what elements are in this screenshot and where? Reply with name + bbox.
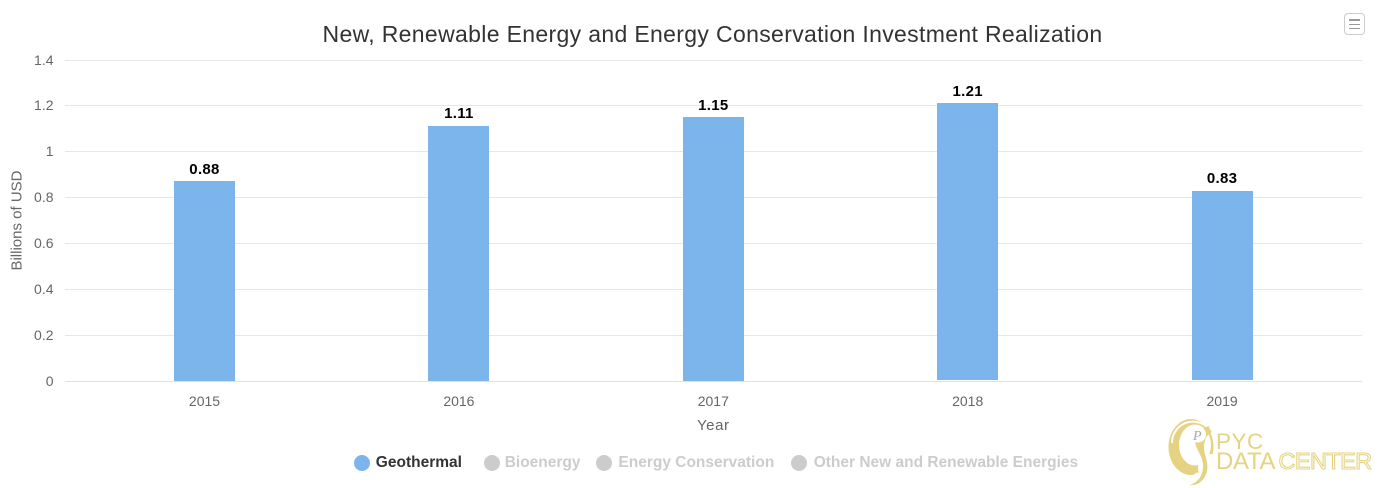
svg-text:PYC: PYC bbox=[1216, 429, 1264, 454]
svg-text:P: P bbox=[1192, 429, 1202, 444]
svg-text:DATA: DATA bbox=[1216, 448, 1276, 475]
svg-text:CENTER: CENTER bbox=[1279, 448, 1372, 474]
